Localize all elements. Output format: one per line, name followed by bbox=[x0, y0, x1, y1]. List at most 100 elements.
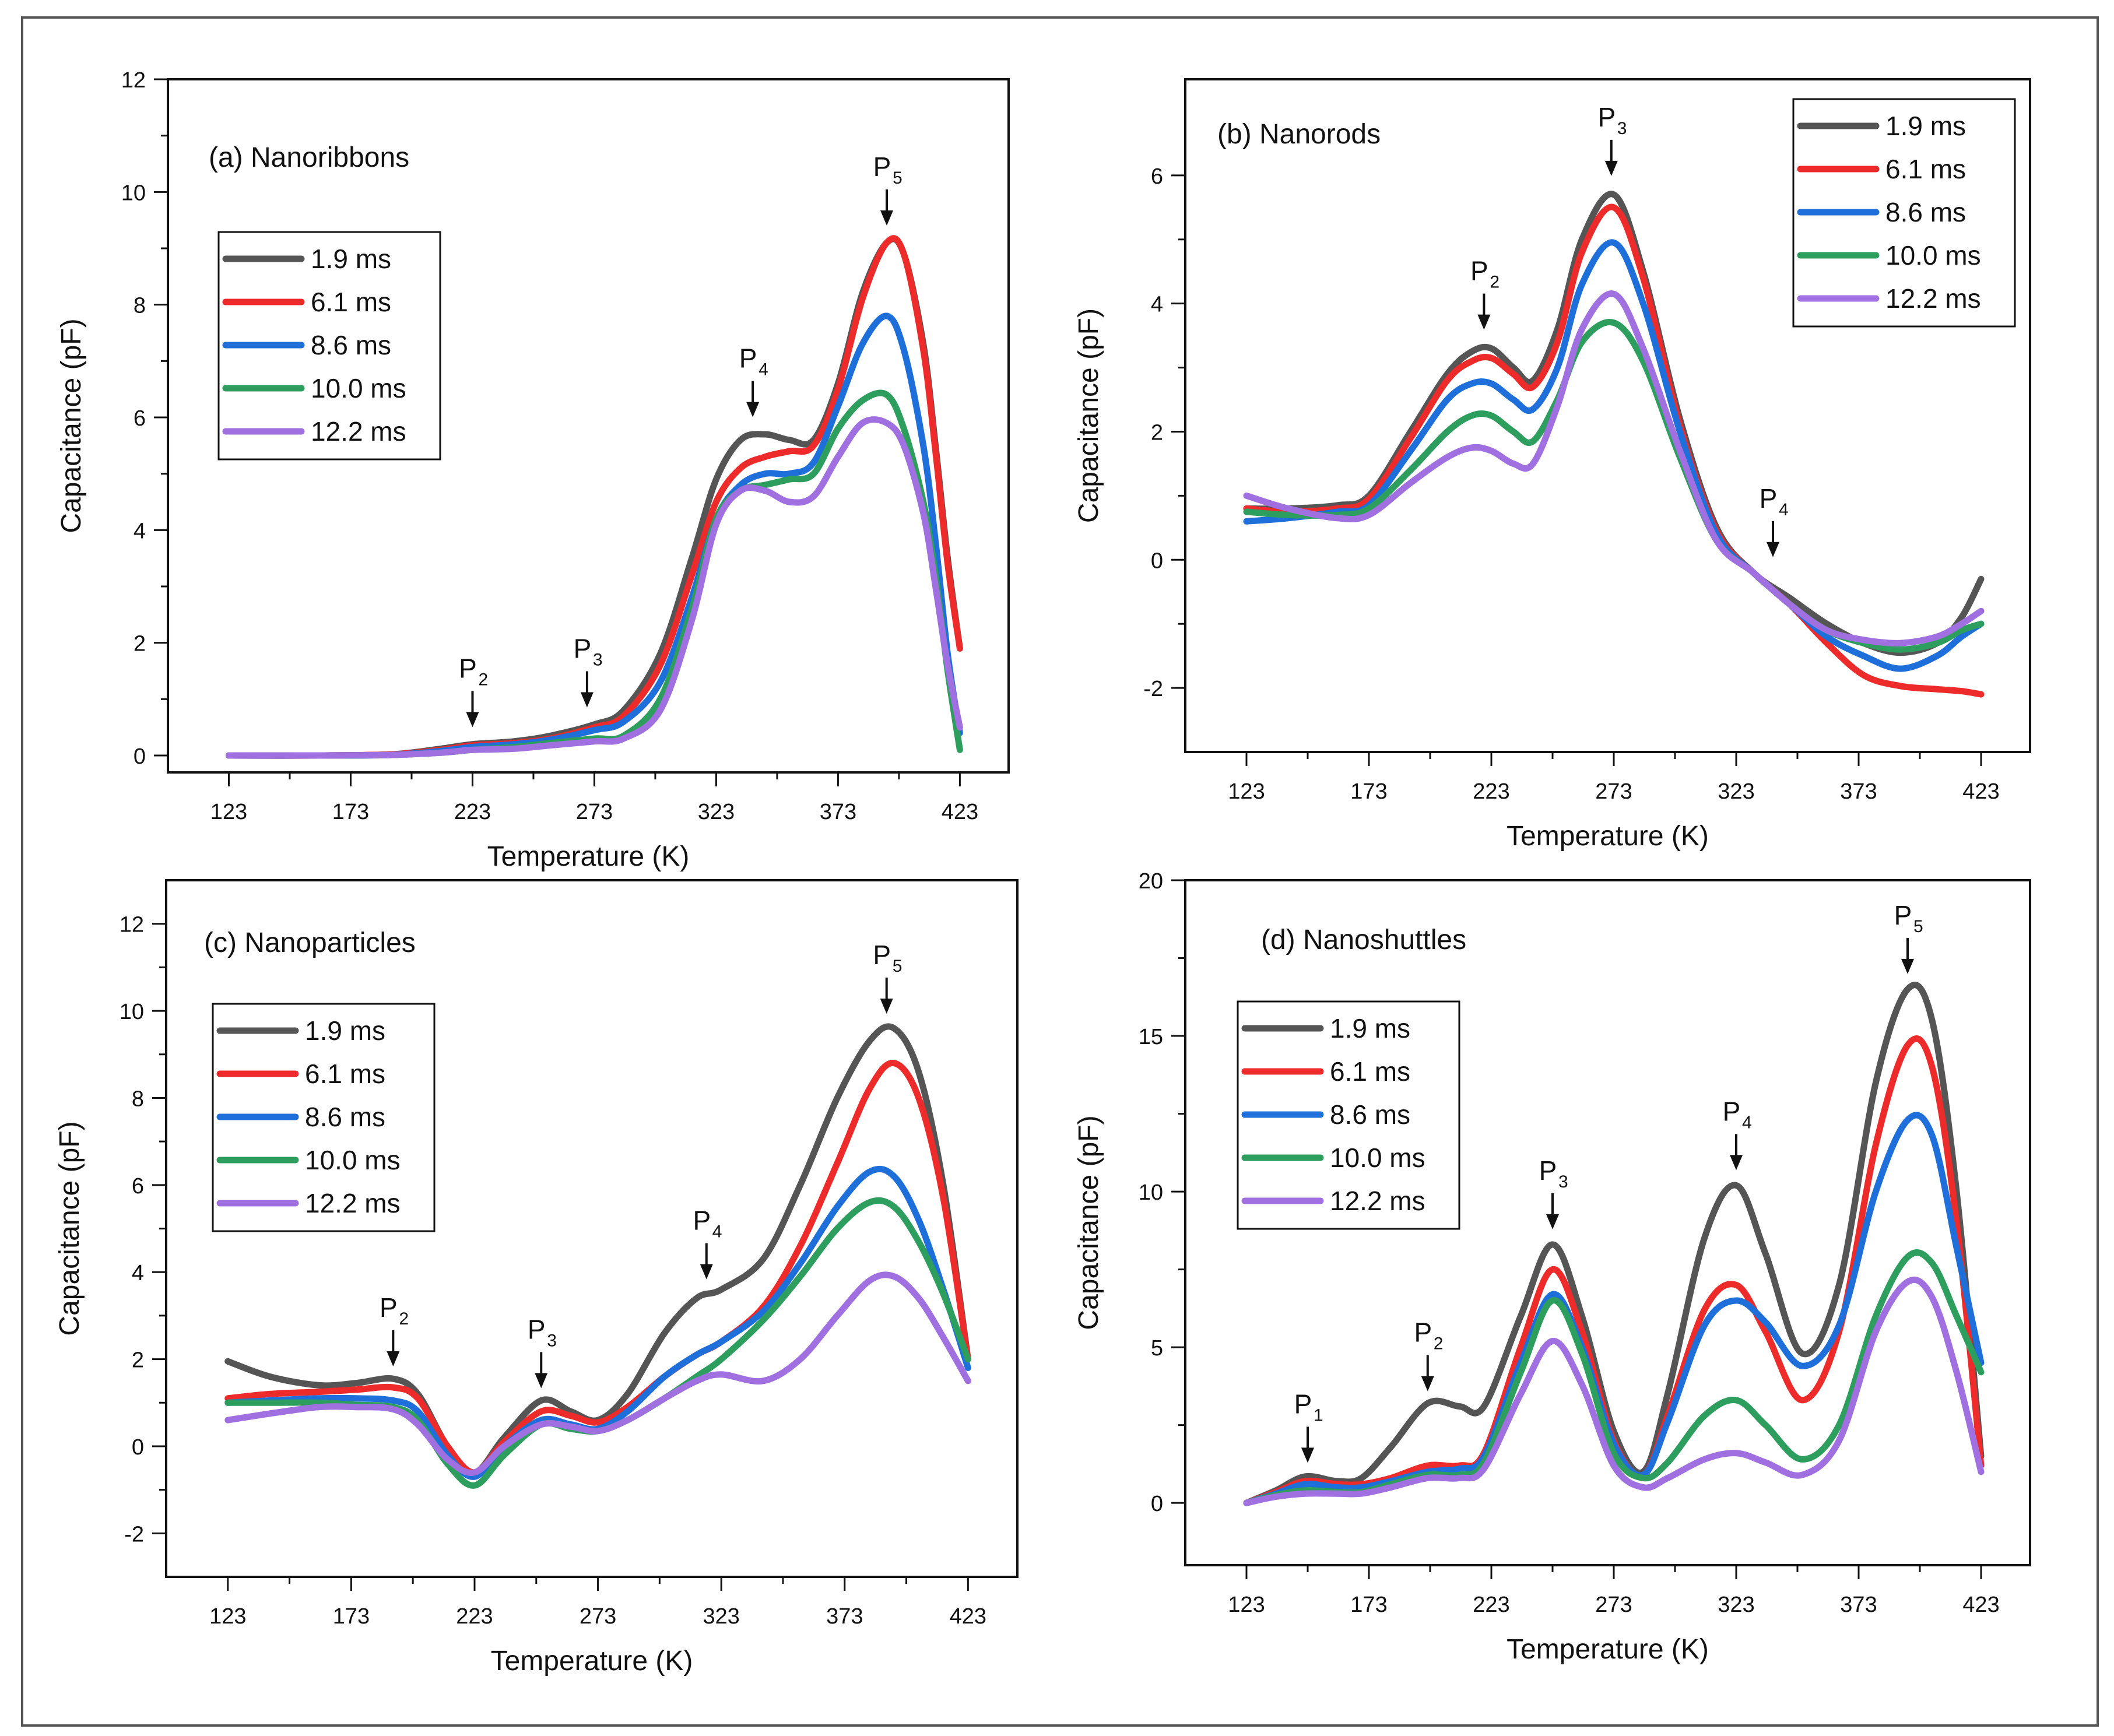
x-axis-label: Temperature (K) bbox=[1507, 821, 1709, 852]
annotation-arrow-head bbox=[535, 1373, 548, 1389]
series-line bbox=[226, 416, 963, 759]
annotation-arrow-head bbox=[1477, 314, 1491, 330]
y-tick-label: -2 bbox=[1143, 677, 1163, 701]
panel-nanoshuttles: 123 173 223 273 323 373 42305101520Temperature… bbox=[1073, 869, 2031, 1665]
legend-label: 10.0 ms bbox=[311, 373, 406, 403]
y-tick-label: 0 bbox=[134, 744, 146, 769]
legend: 1.9 ms 6.1 ms 8.6 ms 10.0 ms 12.2 ms bbox=[1237, 1000, 1460, 1230]
legend-label: 8.6 ms bbox=[305, 1102, 385, 1132]
x-tick-label: 373 bbox=[1840, 779, 1877, 804]
y-tick-label: 8 bbox=[134, 294, 146, 318]
x-tick-label: 173 bbox=[1350, 1593, 1387, 1617]
series-line bbox=[1243, 982, 1985, 1506]
annotation-label: P bbox=[693, 1206, 711, 1236]
panel-title: (c) Nanoparticles bbox=[204, 927, 416, 958]
x-tick-label: 273 bbox=[1595, 1593, 1632, 1617]
x-axis-label: Temperature (K) bbox=[1507, 1634, 1709, 1665]
annotation-arrow-head bbox=[1546, 1214, 1559, 1229]
x-tick-label: 323 bbox=[1718, 1593, 1754, 1617]
annotation-arrow-head bbox=[1767, 542, 1779, 557]
y-tick-label: 10 bbox=[1139, 1180, 1163, 1205]
x-tick-label: 373 bbox=[1840, 1593, 1877, 1617]
y-tick-label: 6 bbox=[132, 1174, 144, 1199]
annotation-arrow-head bbox=[746, 402, 760, 417]
annotation-subscript: 4 bbox=[758, 360, 768, 379]
x-axis-label: Temperature (K) bbox=[491, 1646, 693, 1677]
x-tick-label: 423 bbox=[942, 800, 978, 824]
series-line bbox=[1243, 290, 1985, 646]
annotation-subscript: 2 bbox=[478, 670, 488, 689]
series-line bbox=[224, 1023, 971, 1476]
annotation-subscript: 5 bbox=[893, 168, 903, 188]
x-tick-label: 223 bbox=[456, 1604, 493, 1629]
legend-label: 12.2 ms bbox=[305, 1188, 401, 1218]
legend-label: 8.6 ms bbox=[1885, 197, 1966, 227]
annotation-arrow-head bbox=[1421, 1376, 1434, 1391]
annotation-arrow-head bbox=[700, 1264, 713, 1280]
x-tick-label: 173 bbox=[333, 1604, 370, 1629]
annotation-subscript: 3 bbox=[593, 651, 603, 670]
annotation-arrow-head bbox=[1730, 1155, 1743, 1171]
x-tick-label: 323 bbox=[703, 1604, 739, 1629]
series-line bbox=[1243, 239, 1985, 672]
panel-title: (d) Nanoshuttles bbox=[1261, 925, 1466, 955]
annotation-label: P bbox=[1539, 1155, 1557, 1186]
annotation-arrow-head bbox=[880, 999, 893, 1014]
annotation-label: P bbox=[1294, 1389, 1312, 1419]
panel-nanoribbons: 123 173 223 273 323 373 423024681012Temperatur… bbox=[56, 68, 1010, 872]
x-tick-label: 273 bbox=[576, 800, 613, 824]
annotation-arrow-head bbox=[466, 712, 479, 728]
y-tick-label: 20 bbox=[1139, 869, 1163, 894]
annotation-label: P bbox=[873, 940, 891, 970]
panel-title: (a) Nanoribbons bbox=[209, 142, 409, 173]
annotation-subscript: 2 bbox=[1434, 1334, 1444, 1354]
y-tick-label: 15 bbox=[1139, 1025, 1163, 1049]
legend-label: 8.6 ms bbox=[311, 330, 391, 360]
plot-area bbox=[1184, 78, 2031, 753]
annotation-label: P bbox=[739, 343, 757, 374]
annotation-subscript: 4 bbox=[1742, 1113, 1752, 1132]
legend-label: 10.0 ms bbox=[1330, 1143, 1425, 1173]
x-tick-label: 373 bbox=[826, 1604, 863, 1629]
x-tick-label: 423 bbox=[1962, 1593, 1999, 1617]
y-tick-label: -2 bbox=[124, 1522, 144, 1547]
legend-label: 6.1 ms bbox=[1330, 1056, 1410, 1087]
y-tick-label: 6 bbox=[1151, 164, 1163, 189]
legend-label: 8.6 ms bbox=[1330, 1099, 1410, 1130]
x-tick-label: 123 bbox=[1228, 1593, 1265, 1617]
legend-label: 6.1 ms bbox=[1885, 154, 1966, 184]
annotation-subscript: 3 bbox=[547, 1331, 557, 1350]
series-line bbox=[1243, 1276, 1985, 1506]
y-tick-label: 4 bbox=[134, 519, 146, 543]
x-tick-label: 123 bbox=[210, 800, 247, 824]
x-tick-label: 123 bbox=[1228, 779, 1265, 804]
x-tick-label: 123 bbox=[209, 1604, 246, 1629]
series-line bbox=[1243, 203, 1985, 698]
x-tick-label: 323 bbox=[698, 800, 735, 824]
annotation-arrow-head bbox=[1301, 1447, 1314, 1463]
y-axis-label: Capacitance (pF) bbox=[56, 318, 87, 533]
annotation-label: P bbox=[459, 653, 477, 683]
y-tick-label: 8 bbox=[132, 1087, 144, 1111]
y-axis-label: Capacitance (pF) bbox=[1073, 1115, 1104, 1330]
y-axis-label: Capacitance (pF) bbox=[1073, 308, 1104, 523]
x-tick-label: 223 bbox=[454, 800, 491, 824]
plot-area bbox=[1184, 879, 2031, 1566]
x-axis-label: Temperature (K) bbox=[487, 841, 690, 872]
plot-area bbox=[167, 78, 1010, 774]
annotation-label: P bbox=[1760, 483, 1778, 514]
legend-label: 12.2 ms bbox=[311, 416, 406, 447]
annotation-subscript: 5 bbox=[893, 957, 903, 976]
